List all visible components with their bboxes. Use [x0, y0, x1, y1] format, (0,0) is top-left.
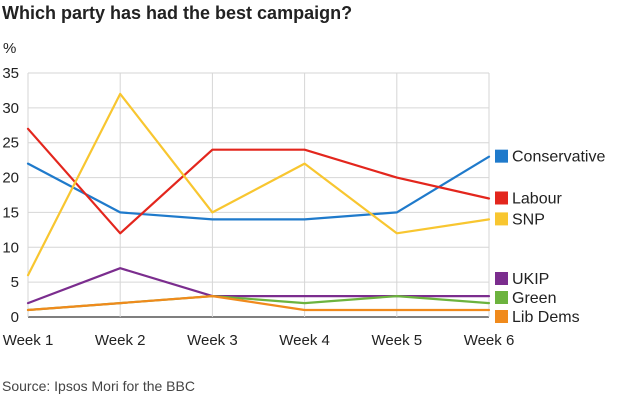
legend-swatch-green	[495, 291, 508, 304]
legend-swatch-snp	[495, 212, 508, 226]
legend-swatch-ukip	[495, 272, 508, 285]
legend-swatch-labour	[495, 191, 508, 205]
grid-lines	[27, 72, 490, 318]
x-tick-label: Week 2	[95, 332, 146, 349]
x-tick-label: Week 1	[3, 332, 54, 349]
legend-label-lib-dems: Lib Dems	[512, 309, 580, 326]
x-tick-labels: Week 1 Week 2 Week 3 Week 4 Week 5 Week 6	[3, 332, 515, 349]
series-lines	[26, 92, 491, 312]
y-tick-label: 5	[11, 274, 19, 291]
series-line-snp	[26, 92, 491, 277]
y-tick-label: 15	[2, 204, 19, 221]
chart-title: Which party has had the best campaign?	[2, 3, 353, 23]
y-tick-label: 20	[2, 170, 19, 187]
legend: Conservative Labour SNP UKIP Green Lib Dems	[495, 149, 605, 326]
legend-label-labour: Labour	[512, 190, 562, 207]
x-tick-label: Week 4	[279, 332, 330, 349]
source-note: Source: Ipsos Mori for the BBC	[2, 378, 195, 394]
x-tick-label: Week 5	[372, 332, 423, 349]
series-line-labour	[26, 127, 491, 235]
series-line-lib-dems	[26, 295, 491, 312]
y-tick-label: 30	[2, 100, 19, 117]
y-tick-labels: 0 5 10 15 20 25 30 35	[2, 65, 19, 326]
legend-swatch-conservative	[495, 149, 508, 163]
legend-label-green: Green	[512, 290, 556, 307]
y-tick-label: 25	[2, 135, 19, 152]
legend-label-ukip: UKIP	[512, 271, 549, 288]
legend-swatch-lib-dems	[495, 310, 508, 323]
series-line-conservative	[26, 155, 491, 221]
y-tick-label: 0	[11, 309, 19, 326]
y-tick-label: 35	[2, 65, 19, 82]
legend-label-snp: SNP	[512, 211, 545, 228]
x-tick-label: Week 3	[187, 332, 238, 349]
y-tick-label: 10	[2, 239, 19, 256]
y-axis-unit-label: %	[3, 40, 17, 57]
series-line-ukip	[26, 267, 491, 305]
x-tick-label: Week 6	[464, 332, 515, 349]
legend-label-conservative: Conservative	[512, 149, 605, 166]
